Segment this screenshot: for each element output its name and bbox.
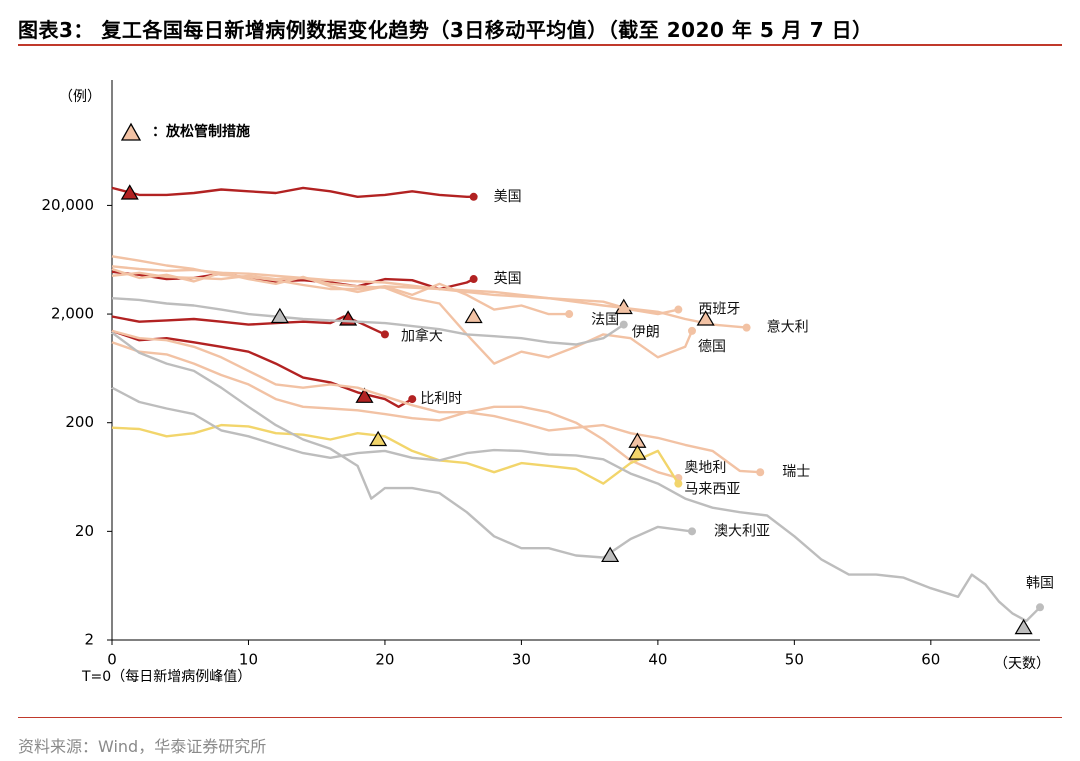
series-line-13 [111,386,1041,623]
x-tick-label: 60 [921,651,940,669]
x-origin-label: T=0（每日新增病例峰值） [81,669,251,685]
x-tick-label: 20 [375,651,394,669]
relax-marker-6-0 [464,307,483,324]
series-line-6 [111,267,570,316]
x-tick-label: 50 [785,651,804,669]
y-axis-label: （例） [59,89,101,105]
series-line-5 [111,265,747,329]
series-end-point-7 [688,326,696,335]
legend-label: ：放松管制措施 [152,123,250,140]
series-line-7 [111,271,694,365]
x-tick-label: 40 [648,651,667,669]
series-line-12 [111,331,693,559]
series-line-11 [111,423,680,485]
series-end-point-5 [742,323,751,332]
source-note: 资料来源：Wind，华泰证券研究所 [18,737,267,756]
legend-triangle-icon [120,122,142,141]
series-line-0 [111,186,474,199]
series-label-1: 英国 [494,270,522,287]
series-line-9 [111,329,679,480]
y-tick-label: 200 [65,413,94,431]
y-tick-label: 20,000 [42,196,95,214]
series-end-point-12 [688,527,696,536]
series-label-2: 加拿大 [401,327,443,344]
series-line-3 [111,329,413,408]
relax-marker-3-0 [355,387,374,403]
series-label-4: 西班牙 [698,302,740,318]
series-line-10 [111,341,761,474]
x-tick-label: 10 [239,651,258,669]
relax-marker-0-0 [120,184,139,200]
series-end-point-10 [756,468,765,477]
series-label-10: 瑞士 [782,464,810,480]
relax-marker-8-0 [270,307,289,324]
x-axis-label: （天数） [994,656,1050,672]
series-line-1 [111,270,475,291]
series-line-8 [111,297,625,346]
relax-marker-13-0 [1014,618,1033,635]
series-end-point-11 [674,479,683,488]
series-label-8: 伊朗 [632,325,660,341]
top-divider [18,44,1062,46]
x-tick-label: 0 [107,651,117,669]
series-end-point-1 [469,275,478,284]
series-label-3: 比利时 [420,391,462,407]
y-tick-label: 2,000 [51,305,94,323]
series-label-11: 马来西亚 [684,482,740,498]
series-end-point-4 [674,305,683,314]
relax-marker-11-1 [628,444,647,460]
bottom-divider [18,717,1062,718]
series-end-point-6 [565,310,574,319]
page-title: 图表3： 复工各国每日新增病例数据变化趋势（3日移动平均值）（截至 2020 年… [18,18,873,42]
series-label-0: 美国 [494,189,522,205]
relax-marker-5-0 [696,310,715,326]
series-label-13: 韩国 [1026,575,1054,591]
y-tick-label: 2 [84,631,94,649]
x-tick-label: 30 [512,651,531,669]
series-label-12: 澳大利亚 [714,523,770,539]
series-label-6: 法国 [591,312,619,328]
series-label-7: 德国 [698,339,726,355]
y-tick-label: 20 [75,522,94,540]
series-end-point-2 [380,330,389,339]
series-label-9: 奥地利 [684,459,726,476]
relax-marker-11-0 [369,430,388,447]
series-end-point-13 [1036,603,1044,612]
series-end-point-8 [619,320,628,329]
series-label-5: 意大利 [767,319,809,336]
series-end-point-0 [469,192,478,201]
series-end-point-3 [408,395,417,404]
relax-marker-12-0 [601,546,620,563]
